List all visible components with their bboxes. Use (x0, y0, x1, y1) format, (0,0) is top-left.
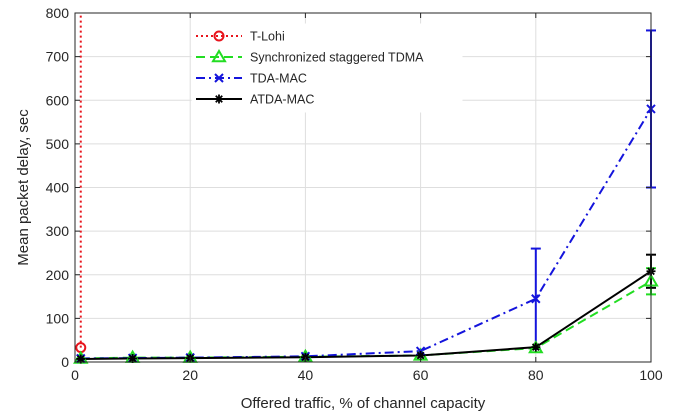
y-tick-label: 0 (61, 354, 69, 370)
legend-entry-tda-mac: TDA-MAC (196, 72, 307, 86)
x-tick-label: 0 (71, 367, 79, 383)
data-point-atda-mac (416, 350, 426, 360)
legend-label-t-lohi: T-Lohi (250, 30, 285, 44)
x-tick-label: 80 (528, 367, 544, 383)
legend-marker-tda-mac (214, 73, 224, 83)
legend-label-atda-mac: ATDA-MAC (250, 93, 314, 107)
legend-box (191, 23, 463, 113)
y-tick-label: 800 (46, 5, 70, 21)
y-tick-label: 700 (46, 49, 70, 65)
legend-label-synchronized-staggered-tdma: Synchronized staggered TDMA (250, 51, 424, 65)
y-tick-label: 300 (46, 223, 70, 239)
y-axis-label: Mean packet delay, sec (15, 109, 32, 266)
legend-entry-synchronized-staggered-tdma: Synchronized staggered TDMA (196, 49, 424, 65)
y-tick-label: 500 (46, 136, 70, 152)
legend-entry-t-lohi: T-Lohi (196, 30, 285, 44)
data-point-tda-mac (531, 294, 541, 304)
legend-label-tda-mac: TDA-MAC (250, 72, 307, 86)
x-tick-label: 40 (298, 367, 314, 383)
x-tick-label: 20 (182, 367, 198, 383)
legend-marker-t-lohi (213, 30, 225, 42)
legend-marker-atda-mac (214, 94, 224, 104)
legend-entry-atda-mac: ATDA-MAC (196, 93, 314, 107)
x-tick-label: 60 (413, 367, 429, 383)
data-point-atda-mac (128, 354, 138, 364)
legend: T-Lohi Synchronized staggered TDMA TDA-M… (191, 23, 463, 113)
y-tick-label: 600 (46, 92, 70, 108)
legend-marker-synchronized-staggered-tdma (211, 49, 227, 63)
data-point-atda-mac (76, 354, 86, 364)
y-tick-label: 400 (46, 180, 70, 196)
x-tick-label: 100 (639, 367, 663, 383)
y-tick-label: 100 (46, 310, 70, 326)
series-markers (73, 104, 659, 364)
axis-ticks: 0 20 40 60 80 100 0 100 200 300 400 500 600 700 800 (46, 5, 663, 383)
data-point-atda-mac (531, 342, 541, 352)
y-tick-label: 200 (46, 267, 70, 283)
x-axis-label: Offered traffic, % of channel capacity (241, 395, 486, 412)
